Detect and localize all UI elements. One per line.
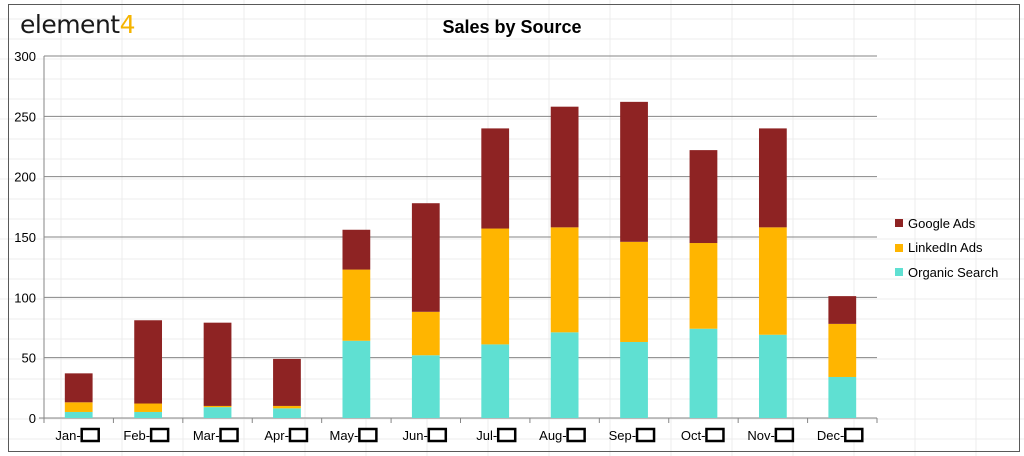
bar-linkedin-ads xyxy=(481,228,510,345)
bar-google-ads xyxy=(342,229,371,270)
redaction-box xyxy=(774,427,795,443)
bar-google-ads xyxy=(828,296,857,324)
bar-organic-search xyxy=(828,376,857,418)
x-tick-label: Apr- xyxy=(264,428,289,443)
x-tick-label: Mar- xyxy=(193,428,220,443)
chart-legend: Google Ads LinkedIn Ads Organic Search xyxy=(895,211,998,285)
bar-linkedin-ads xyxy=(64,402,93,412)
bar-linkedin-ads xyxy=(550,227,579,333)
legend-label: Organic Search xyxy=(908,264,999,280)
bar-google-ads xyxy=(273,358,301,406)
legend-item: Organic Search xyxy=(895,260,998,285)
redaction-box xyxy=(80,427,100,443)
legend-swatch xyxy=(895,219,903,228)
bar-linkedin-ads xyxy=(411,311,440,356)
x-tick-label: May- xyxy=(329,428,358,443)
legend-swatch xyxy=(895,243,903,252)
legend-swatch xyxy=(895,268,903,277)
chart-title: Sales by Source xyxy=(442,17,582,37)
legend-label: LinkedIn Ads xyxy=(908,240,983,256)
redaction-box xyxy=(566,427,586,443)
x-tick-label: Jul- xyxy=(476,428,497,443)
bar-organic-search xyxy=(134,411,163,418)
bar-organic-search xyxy=(550,332,579,418)
bar-linkedin-ads xyxy=(828,323,857,377)
bar-google-ads xyxy=(758,128,787,228)
y-tick-label: 200 xyxy=(14,170,36,185)
redaction-box xyxy=(844,427,864,443)
y-tick-label: 100 xyxy=(14,290,36,305)
element4-logo: element4 xyxy=(20,8,136,42)
bar-organic-search xyxy=(273,408,301,418)
x-tick-label: Oct- xyxy=(681,428,706,443)
redaction-box xyxy=(635,427,656,443)
y-tick-label: 0 xyxy=(29,411,36,426)
bar-google-ads xyxy=(550,106,579,228)
bar-organic-search xyxy=(64,411,93,418)
redaction-box xyxy=(288,427,309,443)
bar-google-ads xyxy=(203,322,232,406)
bar-linkedin-ads xyxy=(134,403,163,412)
redaction-box xyxy=(358,427,378,443)
chart-border xyxy=(8,4,1020,452)
bar-linkedin-ads xyxy=(758,227,787,335)
y-tick-label: 300 xyxy=(14,49,36,64)
legend-label: Google Ads xyxy=(908,215,976,231)
bar-linkedin-ads xyxy=(342,269,371,341)
x-tick-label: Jun- xyxy=(402,428,427,443)
x-tick-label: Dec- xyxy=(817,428,844,443)
x-tick-label: Feb- xyxy=(123,428,150,443)
redaction-box xyxy=(427,427,448,443)
bar-google-ads xyxy=(411,203,440,312)
bar-organic-search xyxy=(620,341,648,418)
bar-google-ads xyxy=(134,320,163,404)
x-tick-label: Nov- xyxy=(747,428,774,443)
bar-linkedin-ads xyxy=(203,405,232,408)
y-tick-label: 150 xyxy=(14,230,36,245)
legend-item: LinkedIn Ads xyxy=(895,236,998,261)
y-tick-label: 250 xyxy=(14,109,36,124)
bar-organic-search xyxy=(203,407,232,418)
bar-linkedin-ads xyxy=(620,241,648,342)
bar-google-ads xyxy=(481,128,510,229)
y-tick-label: 50 xyxy=(22,351,36,366)
redaction-box xyxy=(705,427,725,443)
bar-organic-search xyxy=(481,344,510,418)
x-tick-label: Sep- xyxy=(609,428,636,443)
logo-text: element xyxy=(20,10,120,39)
bar-organic-search xyxy=(411,355,440,418)
bar-organic-search xyxy=(689,328,718,418)
bar-linkedin-ads xyxy=(273,405,301,409)
logo-accent: 4 xyxy=(119,10,136,39)
x-tick-label: Aug- xyxy=(539,428,566,443)
x-tick-label: Jan- xyxy=(55,428,80,443)
redaction-box xyxy=(496,427,517,443)
redaction-box xyxy=(149,427,170,443)
legend-item: Google Ads xyxy=(895,211,998,236)
bar-google-ads xyxy=(689,150,718,244)
bar-google-ads xyxy=(64,373,93,403)
bar-google-ads xyxy=(620,101,648,242)
bar-linkedin-ads xyxy=(689,243,718,329)
redaction-box xyxy=(219,427,239,443)
bar-organic-search xyxy=(342,340,371,418)
bar-organic-search xyxy=(758,334,787,418)
